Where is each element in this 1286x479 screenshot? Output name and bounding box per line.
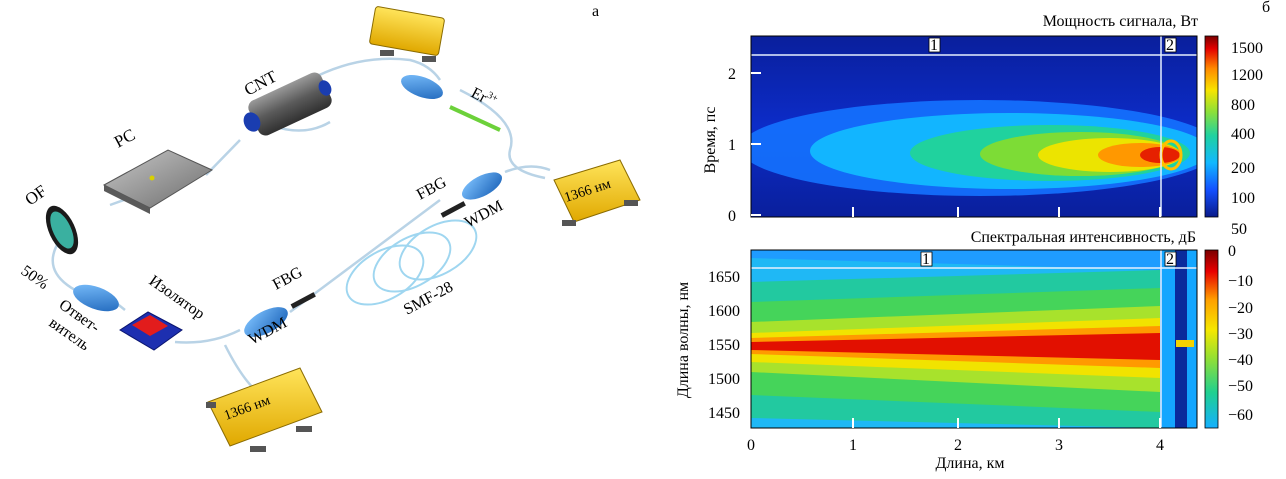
bottom-cbar-tick-0: 0 [1228,243,1236,260]
bottom-ytick-1550: 1550 [708,337,740,354]
polarization-controller [104,150,212,214]
smf-label: SMF-28 [401,278,456,318]
top-colorbar [1205,36,1218,217]
top-fbg-label: FBG [414,174,450,204]
top-ylabel: Время, пс [702,107,719,174]
bottom-x-axis: 0 1 2 3 4 Длина, км [747,437,1164,472]
panel-b-letter: б [1262,0,1270,16]
bottom-fbg [291,292,316,309]
bottom-fbg-label: FBG [270,264,306,294]
top-cbar-tick-200: 200 [1231,160,1255,177]
bottom-heatmap-title: Спектральная интенсивность, дБ [971,229,1196,246]
bottom-ytick-1500: 1500 [708,371,740,388]
isolator [120,312,182,350]
top-cbar-tick-1500: 1500 [1231,40,1263,57]
percent-label: 50% [18,262,52,293]
bottom-heatmap-plot [751,250,1197,428]
xtick-3: 3 [1055,437,1063,454]
top-ytick-2: 2 [728,66,736,83]
bottom-cbar-tick-40: −40 [1228,352,1253,369]
bottom-marker-1: 1 [922,251,930,268]
top-colorbar-ticks: 1500 1200 800 400 200 100 50 [1231,40,1263,238]
xtick-2: 2 [954,437,962,454]
top-ytick-0: 0 [728,208,736,225]
xtick-1: 1 [849,437,857,454]
top-ytick-1: 1 [728,137,736,154]
bottom-cbar-tick-50: −50 [1228,378,1253,395]
top-coupler [398,70,446,104]
top-marker-1: 1 [930,37,938,54]
top-pump-laser [369,6,445,62]
bottom-cbar-tick-20: −20 [1228,300,1253,317]
panel-a-letter: а [592,3,599,20]
bottom-ytick-1650: 1650 [708,269,740,286]
bottom-ylabel: Длина волны, нм [675,282,692,398]
er-label: Er3+ [468,83,500,112]
bottom-cbar-tick-30: −30 [1228,326,1253,343]
top-cbar-tick-50: 50 [1231,221,1247,238]
top-fbg [441,201,466,218]
bottom-y-axis: 1450 1500 1550 1600 1650 [708,269,740,422]
bottom-ytick-1600: 1600 [708,303,740,320]
optical-filter [39,201,85,259]
panel-a-setup-diagram: а Er3+ [18,3,640,452]
bottom-colorbar-ticks: 0 −10 −20 −30 −40 −50 −60 [1228,243,1253,424]
top-marker-2: 2 [1166,37,1174,54]
bottom-ytick-1450: 1450 [708,405,740,422]
xtick-4: 4 [1156,437,1164,454]
top-heatmap-plot [740,36,1220,217]
bottom-colorbar [1205,250,1218,428]
bottom-cbar-tick-60: −60 [1228,407,1253,424]
top-cbar-tick-100: 100 [1231,190,1255,207]
top-cbar-tick-800: 800 [1231,97,1255,114]
of-label: OF [21,181,50,209]
bottom-marker-2: 2 [1166,251,1174,268]
bottom-cbar-tick-10: −10 [1228,273,1253,290]
panel-b-heatmaps: б Мощность сигнала, Вт 1 2 0 1 [675,0,1270,472]
pc-label: PC [111,125,138,152]
top-wdm-label: WDM [462,197,506,231]
xtick-0: 0 [747,437,755,454]
xlabel: Длина, км [935,455,1004,472]
top-cbar-tick-1200: 1200 [1231,67,1263,84]
top-heatmap-title: Мощность сигнала, Вт [1043,13,1198,30]
top-cbar-tick-400: 400 [1231,126,1255,143]
